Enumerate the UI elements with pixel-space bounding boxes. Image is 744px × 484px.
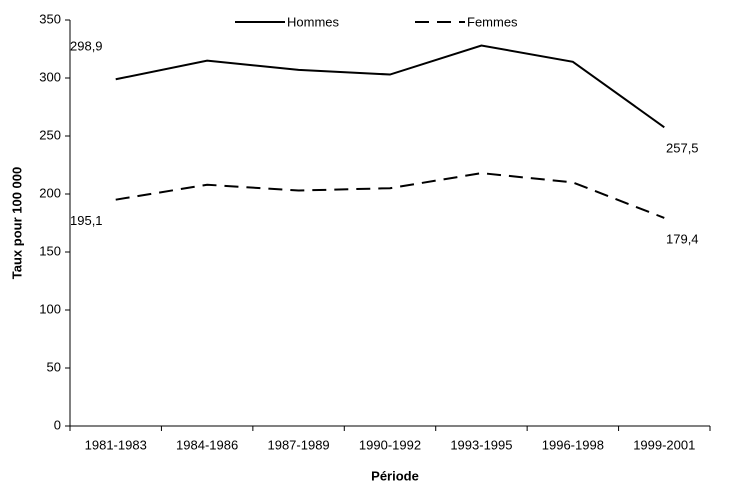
x-axis-title: Période <box>371 468 419 483</box>
x-tick-label: 1996-1998 <box>542 437 604 452</box>
x-tick-label: 1990-1992 <box>359 437 421 452</box>
series-line <box>115 172 665 219</box>
y-tick-label: 300 <box>39 69 61 84</box>
y-tick-label: 50 <box>47 359 61 374</box>
x-tick-label: 1981-1983 <box>85 437 147 452</box>
series-line <box>115 44 665 129</box>
legend-label: Hommes <box>287 14 340 29</box>
y-tick-label: 0 <box>54 417 61 432</box>
y-tick-label: 250 <box>39 127 61 142</box>
legend-label: Femmes <box>467 14 518 29</box>
y-axis-title: Taux pour 100 000 <box>9 167 24 279</box>
data-label: 298,9 <box>70 39 103 54</box>
data-label: 195,1 <box>70 213 103 228</box>
x-tick-label: 1987-1989 <box>267 437 329 452</box>
y-tick-label: 350 <box>39 11 61 26</box>
x-tick-label: 1993-1995 <box>450 437 512 452</box>
data-label: 257,5 <box>666 141 699 156</box>
y-tick-label: 100 <box>39 301 61 316</box>
x-tick-label: 1999-2001 <box>633 437 695 452</box>
data-label: 179,4 <box>666 231 699 246</box>
x-tick-label: 1984-1986 <box>176 437 238 452</box>
y-tick-label: 150 <box>39 243 61 258</box>
y-tick-label: 200 <box>39 185 61 200</box>
